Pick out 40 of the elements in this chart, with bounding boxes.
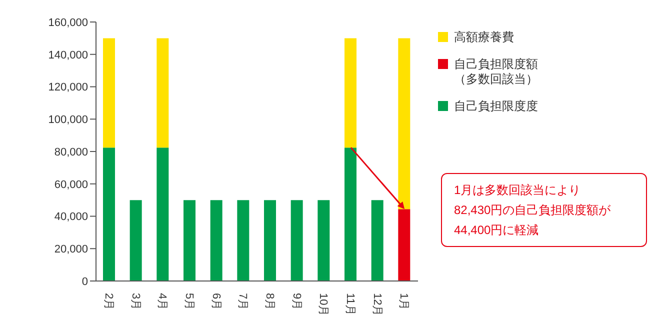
legend-label: 高額療養費 <box>454 30 515 45</box>
y-tick-label: 160,000 <box>48 16 88 29</box>
bar <box>156 148 169 281</box>
x-tick-label: 7月 <box>236 293 249 310</box>
bar <box>344 148 356 281</box>
bar <box>344 38 356 148</box>
legend-label: 自己負担限度額（多数回該当） <box>454 57 539 87</box>
y-tick-label: 100,000 <box>48 114 88 126</box>
x-tick-label: 10月 <box>317 293 330 316</box>
bar <box>290 200 303 281</box>
y-tick-label: 40,000 <box>54 211 88 224</box>
legend-label: 自己負担限度度 <box>454 99 539 114</box>
x-tick-label: 3月 <box>129 293 142 310</box>
y-tick-label: 20,000 <box>54 244 88 256</box>
bar <box>210 200 222 281</box>
x-tick-label: 5月 <box>182 293 195 310</box>
y-tick-label: 80,000 <box>54 146 88 158</box>
bar <box>371 200 384 281</box>
y-tick-label: 0 <box>82 276 88 288</box>
x-tick-label: 9月 <box>290 293 302 310</box>
bar <box>103 148 115 281</box>
x-tick-label: 6月 <box>210 293 222 310</box>
bar <box>130 200 142 281</box>
y-tick-label: 140,000 <box>48 49 88 62</box>
x-tick-label: 2月 <box>102 293 114 310</box>
bar <box>398 38 410 210</box>
x-tick-label: 12月 <box>370 293 383 316</box>
x-tick-label: 1月 <box>398 293 410 310</box>
x-tick-label: 4月 <box>156 293 168 310</box>
bar <box>237 200 250 281</box>
bar <box>318 200 330 281</box>
bar <box>156 38 169 148</box>
bar <box>264 200 276 281</box>
bar <box>103 38 115 148</box>
x-tick-label: 11月 <box>344 293 356 316</box>
y-tick-label: 120,000 <box>48 82 88 94</box>
y-tick-label: 60,000 <box>54 178 88 191</box>
bar <box>184 200 196 281</box>
x-tick-label: 8月 <box>263 293 276 310</box>
text: 1月は多数回該当により 82,430円の自己負担限度額が 44,400円に軽減 <box>441 173 647 247</box>
